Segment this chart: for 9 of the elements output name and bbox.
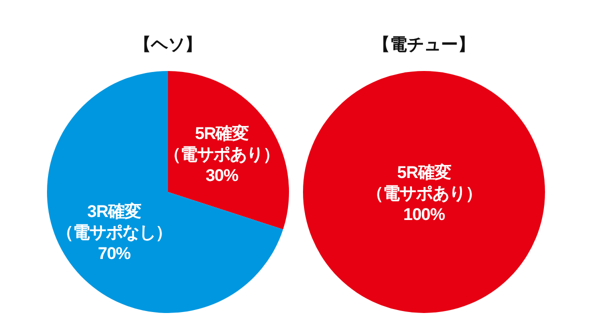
- data-label: 30%: [206, 166, 238, 185]
- data-label: 70%: [98, 244, 131, 264]
- chart-title: 【電チュー】: [373, 35, 475, 54]
- pie-slice: [47, 71, 284, 313]
- slice-label: 5R確変（電サポあり）: [366, 163, 482, 203]
- slice-label: 3R確変（電サポなし）: [56, 202, 172, 242]
- data-label: 100%: [403, 205, 446, 224]
- chart-title: 【ヘソ】: [134, 35, 202, 54]
- slice-label: 5R確変（電サポあり）: [164, 124, 280, 164]
